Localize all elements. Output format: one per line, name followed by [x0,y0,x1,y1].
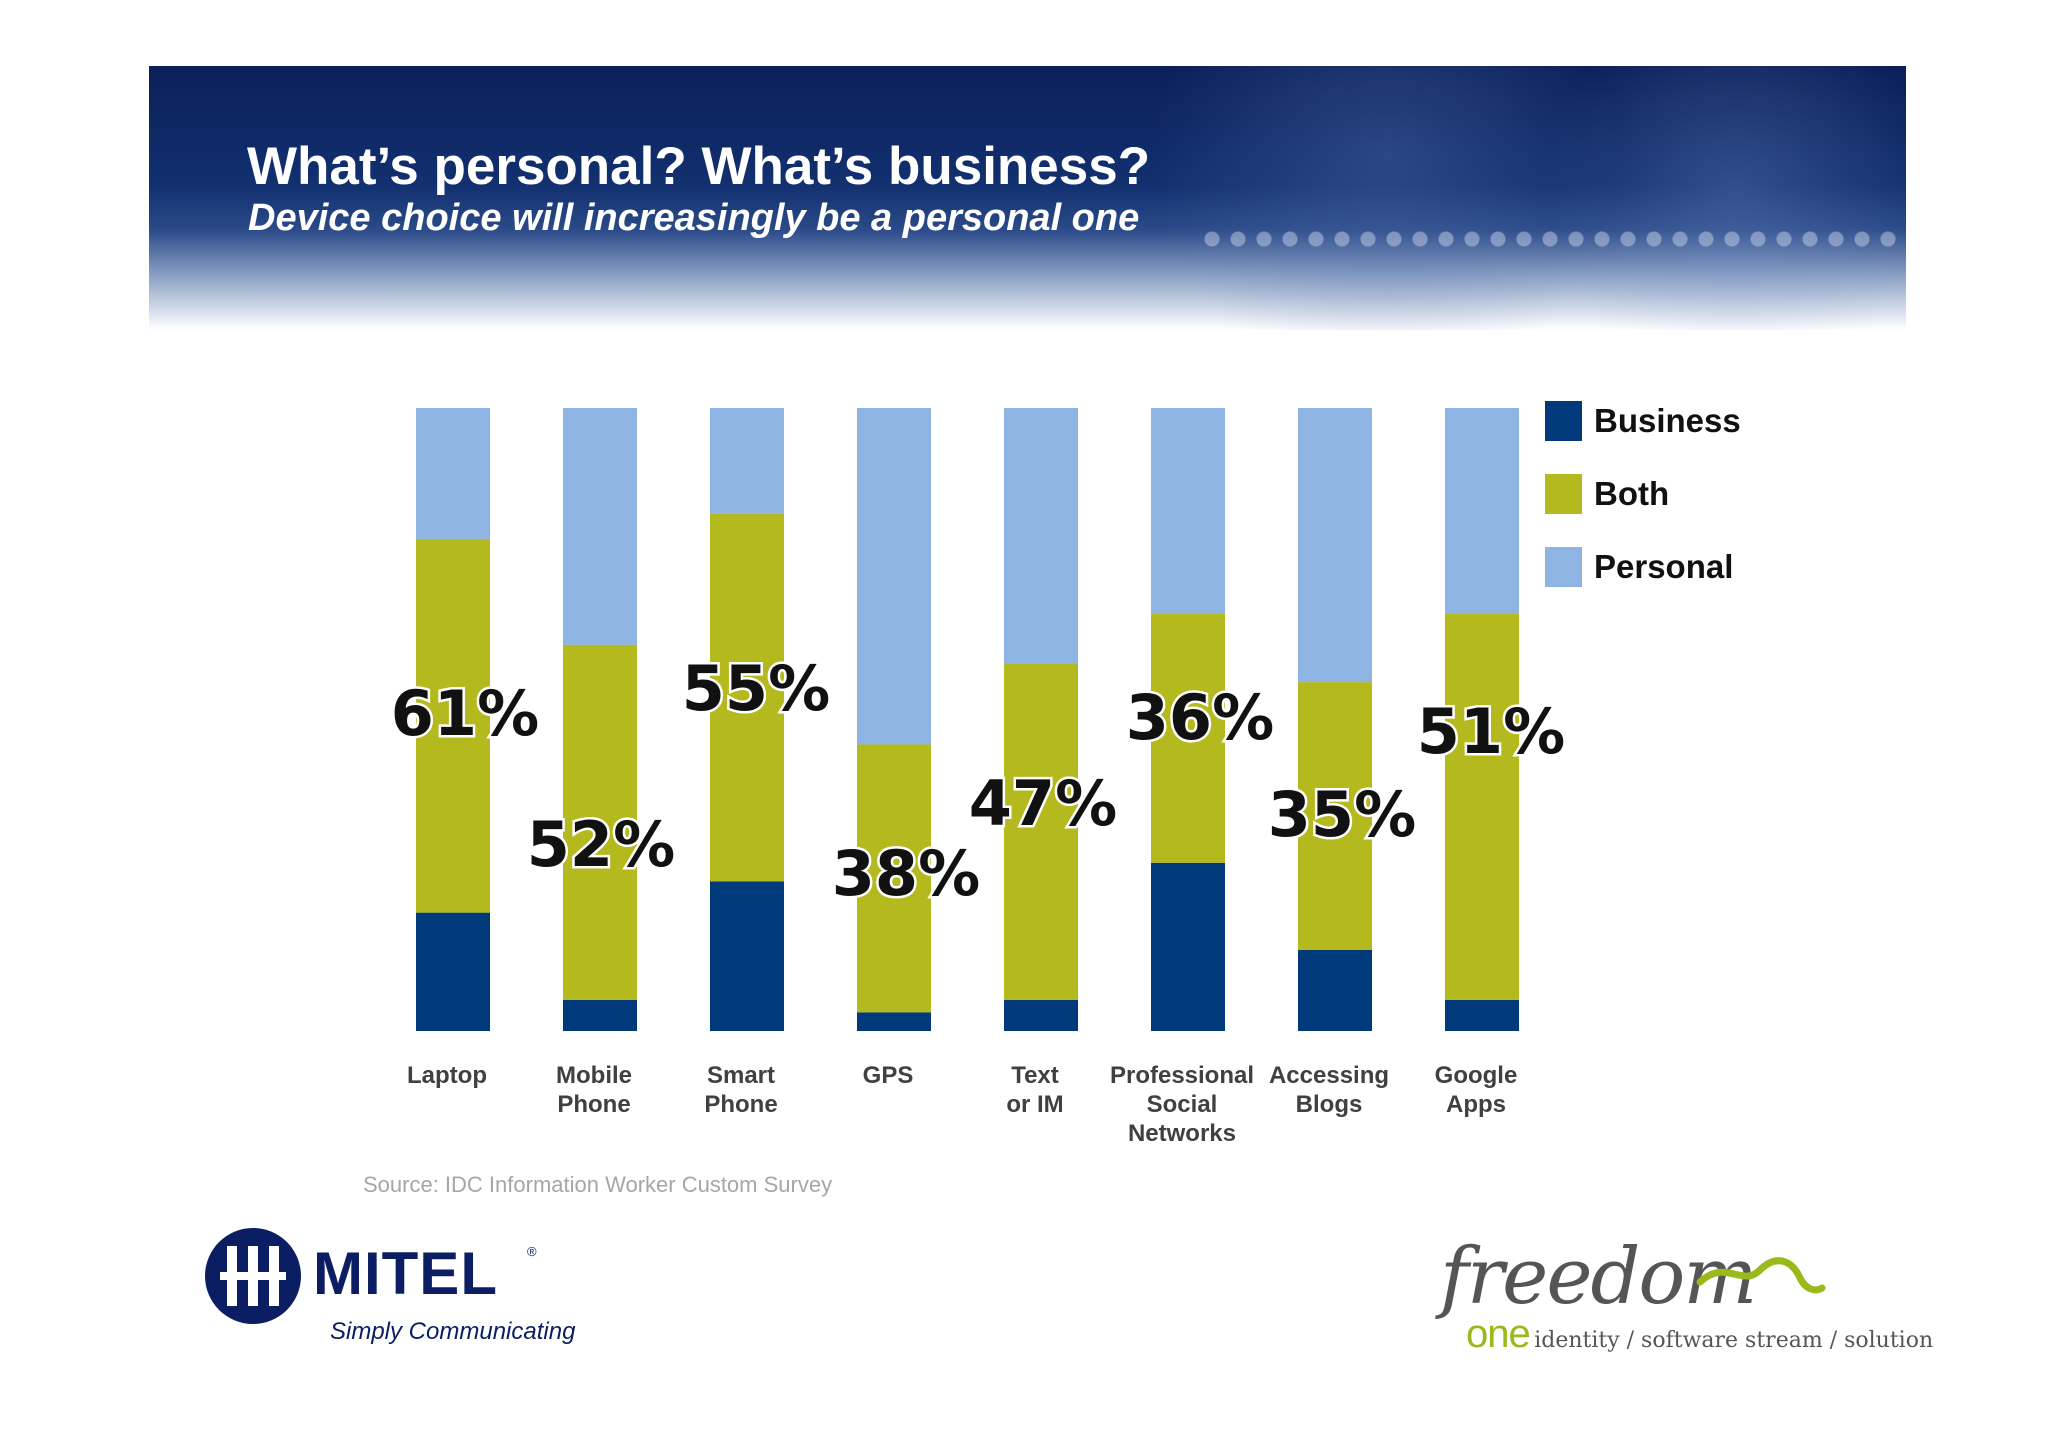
data-label: 61% [391,677,539,750]
slide-title: What’s personal? What’s business? [247,137,1151,196]
bar-business-7 [1298,950,1372,1031]
category-label: Accessing Blogs [1269,1062,1389,1118]
bar-both-1 [416,538,490,913]
bar-both-4 [857,744,931,1013]
data-label: 36% [1126,681,1274,754]
bar-both-5 [1004,663,1078,1000]
header-banner [149,66,1906,330]
bar-personal-2 [563,408,637,645]
legend-swatch [1545,401,1582,441]
legend-swatch [1545,547,1582,587]
category-label: Google Apps [1435,1062,1518,1118]
bar-business-8 [1445,999,1519,1031]
category-label: Text or IM [1006,1062,1063,1118]
banner-decoration [1126,66,1646,330]
category-label: Smart Phone [704,1062,777,1118]
bar-personal-8 [1445,408,1519,614]
bar-personal-6 [1151,408,1225,614]
bar-business-5 [1004,999,1078,1031]
slide-subtitle: Device choice will increasingly be a per… [248,197,1140,239]
bar-both-3 [710,513,784,882]
bar-business-3 [710,881,784,1031]
bar-personal-7 [1298,408,1372,683]
legend-label: Personal [1594,548,1734,585]
freedom-tagline-row: one identity / software stream / solutio… [1466,1312,1933,1357]
category-label: Professional Social Networks [1110,1062,1254,1147]
legend-item-business: Business [1545,400,1741,442]
bar-personal-3 [710,408,784,514]
bar-business-1 [416,912,490,1031]
bar-personal-5 [1004,408,1078,664]
freedom-one-logo: freedom one identity / software stream /… [1440,1232,1933,1358]
data-label: 55% [682,652,830,725]
legend-label: Both [1594,475,1670,512]
source-note: Source: IDC Information Worker Custom Su… [363,1172,833,1197]
data-label: 35% [1268,778,1416,851]
bar-personal-4 [857,408,931,745]
bar-both-2 [563,644,637,1000]
wave-icon [1696,1257,1826,1294]
data-label: 51% [1417,695,1565,768]
mitel-tagline: Simply Communicating [330,1318,576,1345]
category-label: Laptop [407,1062,487,1089]
data-label: 38% [832,837,980,910]
banner-decoration [1526,66,1906,330]
bar-both-6 [1151,613,1225,863]
legend-item-personal: Personal [1545,546,1741,588]
mitel-logo: MITEL ® Simply Communicating [205,1228,575,1353]
category-label: Mobile Phone [556,1062,632,1118]
bar-business-4 [857,1012,931,1031]
bar-personal-1 [416,408,490,539]
freedom-tagline: identity / software stream / solution [1534,1328,1934,1353]
mitel-logo-name: MITEL [313,1240,498,1307]
legend-label: Business [1594,402,1741,439]
bar-business-6 [1151,862,1225,1031]
mitel-emblem-icon [205,1228,301,1324]
bar-business-2 [563,999,637,1031]
data-label: 47% [969,767,1117,840]
chart-legend: Business Both Personal [1545,400,1741,619]
category-label: GPS [863,1062,914,1089]
data-label: 52% [527,808,675,881]
bar-both-7 [1298,682,1372,951]
registered-mark: ® [527,1244,537,1259]
banner-dots [1199,229,1899,249]
legend-swatch [1545,474,1582,514]
freedom-one-word: one [1466,1312,1531,1356]
legend-item-both: Both [1545,473,1741,515]
bar-both-8 [1445,613,1519,1000]
